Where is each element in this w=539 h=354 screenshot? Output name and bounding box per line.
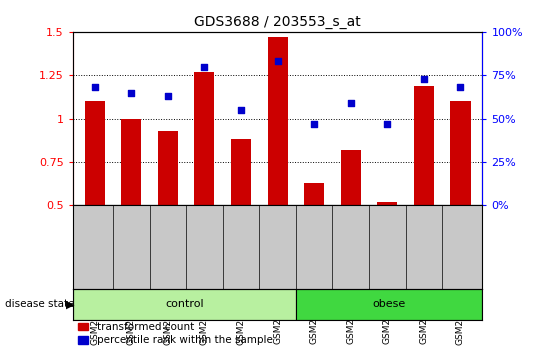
Point [273, 58, 282, 64]
Text: obese: obese [372, 299, 406, 309]
Bar [158, 131, 178, 205]
Legend: transformed count, percentile rank within the sample: transformed count, percentile rank withi… [78, 322, 273, 345]
Point [200, 64, 209, 69]
Bar [267, 37, 288, 205]
Point [163, 93, 172, 99]
Bar [304, 183, 324, 205]
Bar [414, 86, 434, 205]
Point [310, 121, 319, 127]
Text: control: control [165, 299, 204, 309]
Bar [85, 101, 105, 205]
Bar [451, 101, 471, 205]
Point [127, 90, 136, 96]
Bar [73, 289, 296, 320]
Bar [231, 139, 251, 205]
Point [419, 76, 428, 81]
Bar [121, 119, 141, 205]
Point [383, 121, 392, 127]
Point [347, 100, 355, 106]
Point [91, 85, 99, 90]
Bar [195, 72, 215, 205]
Bar [296, 289, 482, 320]
Point [456, 85, 465, 90]
Title: GDS3688 / 203553_s_at: GDS3688 / 203553_s_at [194, 16, 361, 29]
Bar [377, 202, 397, 205]
Point [237, 107, 245, 113]
Text: ▶: ▶ [66, 299, 74, 309]
Bar [341, 150, 361, 205]
Text: disease state: disease state [5, 299, 75, 309]
